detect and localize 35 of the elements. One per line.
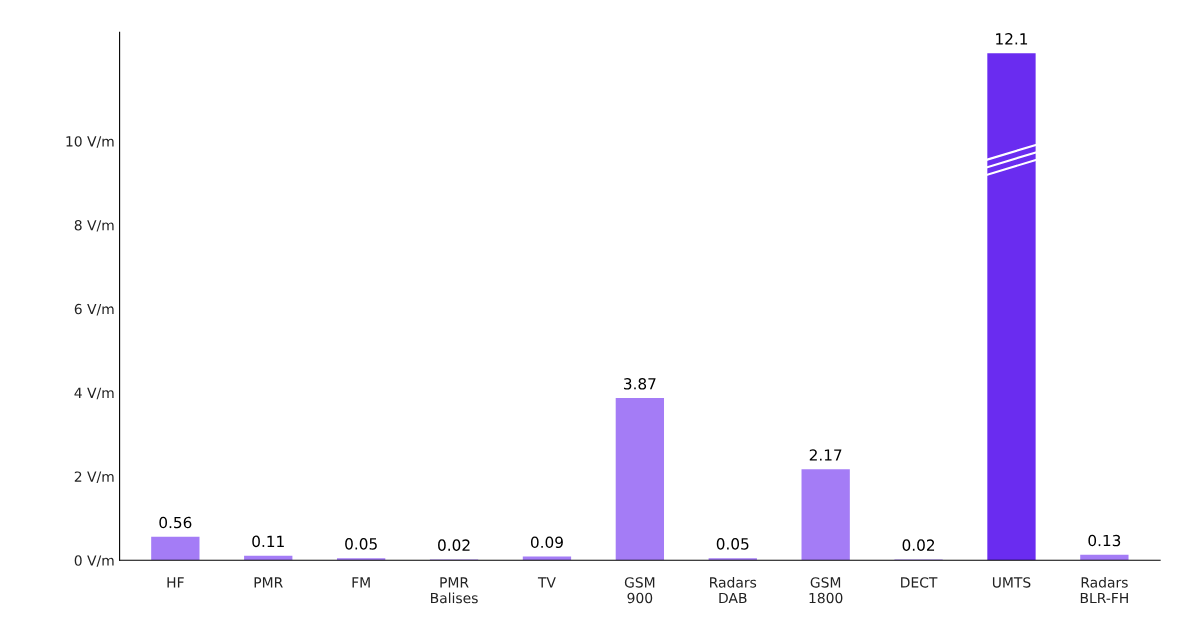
- x-tick-label: PMR Balises: [431, 577, 478, 604]
- y-tick-label: 10 V/m: [66, 136, 114, 148]
- data-label: 12.1: [996, 33, 1028, 45]
- data-label: 0.09: [530, 536, 563, 548]
- data-label: 0.56: [159, 516, 192, 529]
- bar: [708, 558, 757, 561]
- data-label: 3.87: [624, 378, 656, 390]
- bar: [1080, 554, 1129, 561]
- x-tick-label: PMR: [254, 577, 283, 588]
- y-tick-label: 8 V/m: [74, 219, 114, 232]
- data-label: 0.02: [902, 539, 935, 551]
- data-label: 0.13: [1088, 534, 1121, 547]
- bar: [151, 536, 200, 561]
- x-tick-label: Radars BLR-FH: [1080, 576, 1128, 604]
- x-tick-label: Radars DAB: [710, 576, 757, 604]
- y-tick-label: 4 V/m: [74, 387, 114, 400]
- bar: [336, 558, 386, 561]
- data-label: 0.05: [345, 538, 377, 550]
- data-label: 0.11: [252, 535, 284, 548]
- x-tick-label: UMTS: [992, 577, 1031, 588]
- x-tick-label: GSM 900: [624, 577, 655, 604]
- x-tick-label: HF: [167, 577, 184, 588]
- data-label: 0.02: [438, 539, 470, 551]
- data-label: 2.17: [809, 449, 842, 461]
- y-tick-label: 2 V/m: [74, 471, 114, 484]
- x-tick-label: DECT: [901, 577, 938, 588]
- x-tick-label: FM: [352, 577, 370, 588]
- bar: [615, 398, 665, 561]
- x-tick-label: TV: [537, 577, 556, 588]
- y-tick-label: 0 V/m: [74, 555, 114, 567]
- y-tick-label: 6 V/m: [74, 303, 114, 316]
- bar: [801, 469, 850, 561]
- data-label: 0.05: [716, 538, 749, 550]
- bar: [987, 53, 1036, 561]
- x-tick-label: GSM 1800: [809, 577, 843, 604]
